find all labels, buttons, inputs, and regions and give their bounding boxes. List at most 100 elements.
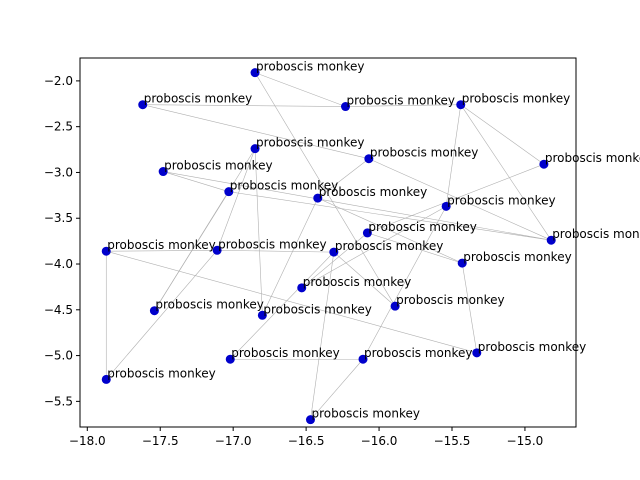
- point-label: proboscis monkey: [319, 185, 427, 199]
- data-point: [362, 228, 372, 238]
- point-label: proboscis monkey: [447, 193, 555, 207]
- data-point: [313, 193, 323, 203]
- data-point: [158, 167, 168, 177]
- point-label: proboscis monkey: [552, 227, 640, 241]
- data-point: [364, 154, 374, 164]
- point-label: proboscis monkey: [545, 151, 640, 165]
- edge-line: [106, 250, 218, 380]
- edge-line: [461, 263, 478, 353]
- edges-layer: [105, 72, 552, 420]
- data-point: [149, 306, 159, 316]
- edge-line: [345, 104, 461, 107]
- edge-line: [310, 252, 335, 420]
- point-label: proboscis monkey: [370, 146, 478, 160]
- edge-line: [310, 359, 364, 420]
- point-label: proboscis monkey: [164, 159, 272, 173]
- y-tick-label: −5.5: [44, 394, 73, 408]
- data-point: [341, 102, 351, 112]
- data-point: [212, 245, 222, 255]
- edge-line: [301, 206, 447, 289]
- data-point: [101, 374, 111, 384]
- point-label: proboscis monkey: [256, 60, 364, 74]
- edge-line: [163, 171, 552, 241]
- edge-line: [367, 232, 463, 264]
- point-label: proboscis monkey: [107, 238, 215, 252]
- point-label: proboscis monkey: [347, 94, 455, 108]
- data-point: [138, 100, 148, 110]
- edge-line: [106, 249, 218, 252]
- data-point: [101, 246, 111, 256]
- point-label: proboscis monkey: [144, 92, 252, 106]
- point-label: proboscis monkey: [368, 220, 476, 234]
- data-point: [358, 354, 368, 364]
- edge-line: [254, 148, 263, 316]
- edge-line: [230, 251, 335, 360]
- data-point: [224, 187, 234, 197]
- edge-line: [368, 158, 552, 241]
- points-layer: [101, 68, 556, 425]
- data-point: [225, 354, 235, 364]
- edge-line: [154, 191, 230, 311]
- data-point: [441, 201, 451, 211]
- edge-line: [254, 72, 346, 107]
- point-label: proboscis monkey: [303, 275, 411, 289]
- y-tick-label: −2.0: [44, 74, 73, 88]
- point-label: proboscis monkey: [230, 179, 338, 193]
- x-axis: −18.0 −17.5 −17.0 −16.5 −16.0 −15.5 −15.0: [69, 427, 543, 448]
- point-label: proboscis monkey: [218, 237, 326, 251]
- edge-line: [228, 191, 552, 241]
- point-label: proboscis monkey: [311, 407, 419, 421]
- x-tick-label: −16.0: [361, 434, 398, 448]
- point-label: proboscis monkey: [364, 346, 472, 360]
- edge-line: [142, 104, 369, 160]
- edge-line: [445, 104, 462, 207]
- point-label: proboscis monkey: [231, 346, 339, 360]
- edge-line: [106, 250, 477, 354]
- edge-line: [333, 251, 396, 307]
- point-label: proboscis monkey: [335, 239, 443, 253]
- data-point: [297, 283, 307, 293]
- data-point: [390, 301, 400, 311]
- point-label: proboscis monkey: [396, 293, 504, 307]
- point-label: proboscis monkey: [155, 298, 263, 312]
- y-tick-label: −3.5: [44, 211, 73, 225]
- x-tick-label: −18.0: [69, 434, 106, 448]
- x-tick-label: −17.0: [215, 434, 252, 448]
- point-label: proboscis monkey: [462, 92, 570, 106]
- point-label: proboscis monkey: [463, 250, 571, 264]
- edge-line: [216, 148, 256, 251]
- x-tick-label: −15.5: [434, 434, 471, 448]
- edge-line: [301, 232, 368, 289]
- x-tick-label: −17.5: [142, 434, 179, 448]
- edge-line: [460, 104, 552, 241]
- y-tick-label: −5.0: [44, 349, 73, 363]
- data-point: [305, 415, 315, 425]
- point-label: proboscis monkey: [478, 340, 586, 354]
- y-tick-label: −4.5: [44, 303, 73, 317]
- data-point: [539, 159, 549, 169]
- edge-line: [262, 197, 319, 316]
- data-point: [472, 348, 482, 358]
- y-axis: −2.0 −2.5 −3.0 −3.5 −4.0 −4.5 −5.0 −5.5: [44, 74, 80, 408]
- plot-frame: [79, 57, 577, 428]
- data-point: [257, 310, 267, 320]
- data-point: [457, 258, 467, 268]
- edge-line: [460, 104, 545, 165]
- edge-line: [362, 206, 447, 360]
- edge-line: [217, 249, 334, 253]
- point-label: proboscis monkey: [107, 366, 215, 380]
- y-tick-label: −2.5: [44, 120, 73, 134]
- point-label: proboscis monkey: [256, 136, 364, 150]
- x-tick-label: −15.0: [507, 434, 544, 448]
- data-point: [329, 247, 339, 257]
- y-tick-label: −3.0: [44, 165, 73, 179]
- x-tick-label: −16.5: [288, 434, 325, 448]
- edge-line: [163, 171, 229, 192]
- point-label: proboscis monkey: [263, 302, 371, 316]
- edge-line: [367, 163, 545, 234]
- edge-line: [254, 72, 396, 307]
- data-point: [456, 100, 466, 110]
- data-point: [250, 68, 260, 78]
